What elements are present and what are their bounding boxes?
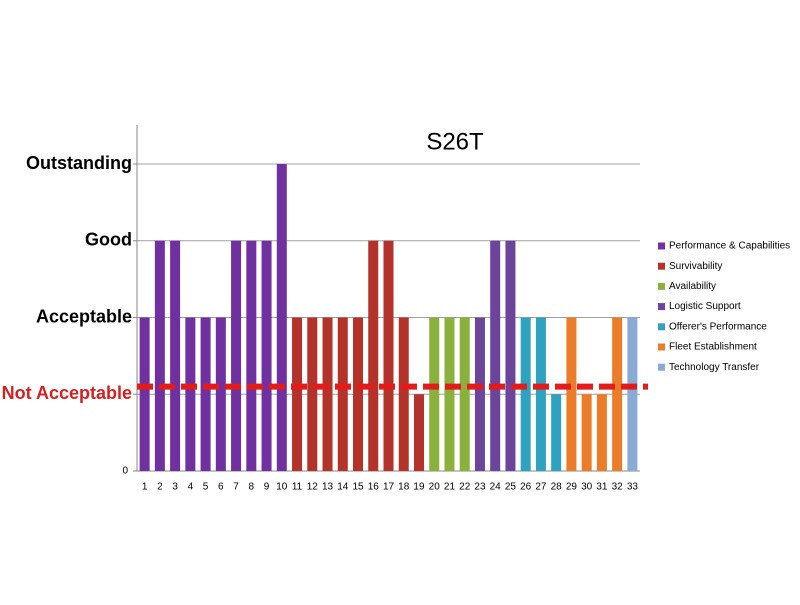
x-tick-label: 12 xyxy=(307,482,319,493)
legend-label: Performance & Capabilities xyxy=(669,241,790,252)
x-tick-label: 17 xyxy=(383,482,395,493)
x-tick-label: 16 xyxy=(368,482,380,493)
bar xyxy=(429,317,440,471)
legend-swatch xyxy=(658,343,665,351)
x-tick-label: 22 xyxy=(459,482,471,493)
bar xyxy=(307,317,318,471)
x-tick-label: 7 xyxy=(233,482,239,493)
bar xyxy=(185,317,196,471)
legend-swatch xyxy=(658,242,665,250)
x-tick-label: 15 xyxy=(352,482,364,493)
legend-label: Technology Transfer xyxy=(669,362,760,373)
x-tick-label: 30 xyxy=(581,482,593,493)
x-tick-label: 10 xyxy=(276,482,288,493)
x-tick-label: 11 xyxy=(292,482,303,493)
x-tick-label: 18 xyxy=(398,482,410,493)
legend-swatch xyxy=(658,303,665,311)
x-tick-label: 1 xyxy=(142,482,148,493)
x-tick-label: 32 xyxy=(612,482,624,493)
x-tick-label: 4 xyxy=(188,482,194,493)
bar xyxy=(566,317,577,471)
x-tick-label: 23 xyxy=(474,482,486,493)
x-tick-label: 26 xyxy=(520,482,532,493)
y-tick-label: 0 xyxy=(122,466,128,477)
bar xyxy=(535,317,546,471)
x-tick-label: 2 xyxy=(157,482,163,493)
bar xyxy=(505,240,516,471)
bar xyxy=(612,317,623,471)
bar xyxy=(444,317,455,471)
bar xyxy=(200,317,211,471)
bar xyxy=(231,240,242,471)
x-tick-label: 8 xyxy=(249,482,255,493)
bar xyxy=(490,240,501,471)
bar xyxy=(368,240,379,471)
legend-swatch xyxy=(658,262,665,270)
bar xyxy=(246,240,257,471)
x-tick-label: 21 xyxy=(444,482,456,493)
x-tick-label: 19 xyxy=(413,482,425,493)
x-tick-label: 28 xyxy=(551,482,563,493)
y-tick-label: Good xyxy=(85,230,132,250)
x-tick-label: 13 xyxy=(322,482,334,493)
x-tick-label: 31 xyxy=(596,482,608,493)
bar xyxy=(261,240,272,471)
legend-swatch xyxy=(658,282,665,290)
x-tick-label: 24 xyxy=(490,482,502,493)
bar xyxy=(353,317,364,471)
x-tick-label: 9 xyxy=(264,482,270,493)
bar xyxy=(581,394,592,471)
bar xyxy=(154,240,165,471)
legend-label: Fleet Establishment xyxy=(669,342,757,353)
bar xyxy=(139,317,150,471)
chart-title: S26T xyxy=(426,128,484,155)
x-tick-label: 6 xyxy=(218,482,224,493)
y-tick-label: Not Acceptable xyxy=(2,383,132,403)
bar xyxy=(276,164,287,471)
bar xyxy=(474,317,485,471)
x-tick-label: 27 xyxy=(535,482,547,493)
legend-label: Offerer's Performance xyxy=(669,321,767,332)
bar xyxy=(292,317,303,471)
bar xyxy=(337,317,348,471)
x-tick-label: 20 xyxy=(429,482,441,493)
x-tick-label: 33 xyxy=(627,482,639,493)
bar xyxy=(596,394,607,471)
bar xyxy=(170,240,181,471)
bar xyxy=(627,317,638,471)
x-tick-label: 14 xyxy=(337,482,349,493)
x-tick-label: 3 xyxy=(172,482,178,493)
y-tick-label: Outstanding xyxy=(26,153,132,173)
legend-label: Availability xyxy=(669,281,716,292)
bar xyxy=(520,317,531,471)
x-tick-label: 25 xyxy=(505,482,517,493)
bar xyxy=(459,317,470,471)
legend-swatch xyxy=(658,363,665,371)
x-tick-label: 29 xyxy=(566,482,578,493)
bar xyxy=(551,394,562,471)
x-tick-label: 5 xyxy=(203,482,209,493)
bar xyxy=(413,394,424,471)
bar xyxy=(398,317,409,471)
legend-label: Logistic Support xyxy=(669,301,741,312)
bar xyxy=(383,240,394,471)
y-tick-label: Acceptable xyxy=(36,306,132,326)
bar xyxy=(215,317,226,471)
bar xyxy=(322,317,333,471)
legend-swatch xyxy=(658,323,665,331)
legend-label: Survivability xyxy=(669,261,722,272)
